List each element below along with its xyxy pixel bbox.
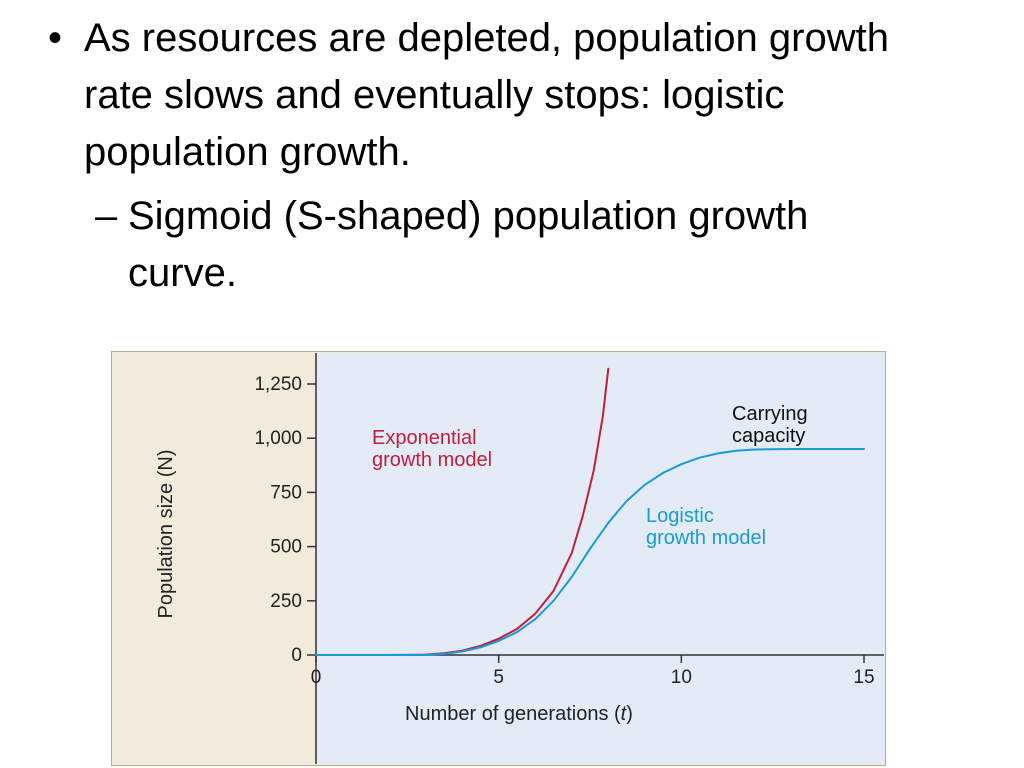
y-tick-label-1250: 1,250 — [254, 374, 302, 395]
x-axis-title-variable: t — [621, 703, 628, 725]
carrying-capacity-label-line-2: capacity — [732, 425, 805, 447]
exponential-label-line-2: growth model — [372, 449, 492, 471]
population-growth-chart: 0 250 500 750 1,000 1,250 0 5 10 15 Exponential g… — [155, 353, 885, 764]
y-tick-label-750: 750 — [270, 482, 302, 503]
bullet-item-1: • As resources are depleted, population … — [48, 10, 948, 181]
logistic-label-line-1: Logistic — [646, 505, 714, 527]
y-axis-title: Population size (N) — [155, 450, 177, 619]
bullet-text-1: As resources are depleted, population gr… — [84, 16, 889, 174]
x-tick-label-5: 5 — [493, 667, 504, 688]
y-tick-label-500: 500 — [270, 537, 302, 558]
logistic-growth-line — [315, 448, 865, 656]
x-axis-title-main: Number of generations ( — [405, 703, 621, 725]
x-axis-title-end: ) — [626, 703, 633, 725]
y-tick-label-250: 250 — [270, 591, 302, 612]
bullet-text-2: Sigmoid (S-shaped) population growth cur… — [128, 194, 809, 295]
y-tick-label-0: 0 — [291, 645, 302, 666]
axes: 0 250 500 750 1,000 1,250 0 5 10 15 — [254, 353, 884, 764]
x-tick-label-0: 0 — [311, 667, 322, 688]
carrying-capacity-label-line-1: Carrying — [732, 403, 808, 425]
chart-labels: Exponential growth model Carrying capaci… — [155, 403, 808, 725]
exponential-label-line-1: Exponential — [372, 427, 477, 449]
x-tick-label-15: 15 — [853, 667, 874, 688]
bullet-dot-icon: • — [48, 16, 63, 60]
plot-area — [316, 353, 885, 764]
series-lines — [315, 367, 865, 656]
bullet-item-2: – Sigmoid (S-shaped) population growth c… — [95, 188, 955, 302]
bullet-dash-icon: – — [95, 194, 118, 238]
y-tick-label-1000: 1,000 — [254, 428, 302, 449]
logistic-label-line-2: growth model — [646, 527, 766, 549]
x-tick-label-10: 10 — [671, 667, 692, 688]
x-axis-title: Number of generations (t) — [405, 703, 633, 725]
population-growth-figure: 0 250 500 750 1,000 1,250 0 5 10 15 Exponential g… — [111, 351, 886, 766]
